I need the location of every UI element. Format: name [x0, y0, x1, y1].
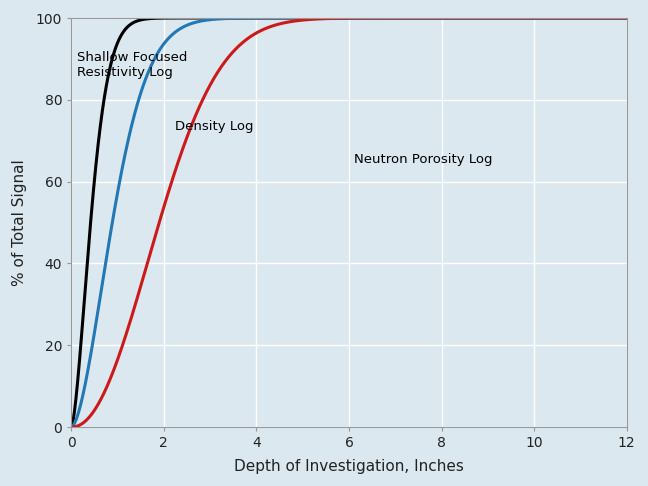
- Text: Density Log: Density Log: [176, 120, 254, 133]
- Y-axis label: % of Total Signal: % of Total Signal: [12, 159, 27, 286]
- X-axis label: Depth of Investigation, Inches: Depth of Investigation, Inches: [234, 458, 464, 473]
- Text: Neutron Porosity Log: Neutron Porosity Log: [354, 153, 492, 166]
- Text: Shallow Focused
Resistivity Log: Shallow Focused Resistivity Log: [77, 51, 187, 79]
